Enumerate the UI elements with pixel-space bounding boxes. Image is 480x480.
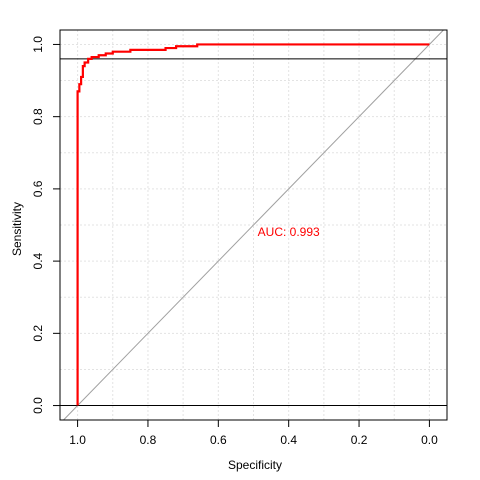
chance-diagonal-line — [63, 29, 444, 421]
y-tick-label: 1.0 — [31, 36, 45, 53]
x-tick-label: 1.0 — [69, 433, 86, 447]
reference-lines — [60, 58, 447, 407]
x-axis: 1.0 0.8 0.6 0.4 0.2 0.0 — [69, 419, 438, 447]
x-tick-label: 0.2 — [351, 433, 368, 447]
x-axis-title: Specificity — [228, 458, 282, 472]
y-axis: 0.0 0.2 0.4 0.6 0.8 1.0 — [31, 36, 61, 414]
x-tick-label: 0.6 — [210, 433, 227, 447]
y-tick-label: 0.6 — [31, 180, 45, 197]
y-tick-label: 0.0 — [31, 397, 45, 414]
x-tick-label: 0.0 — [421, 433, 438, 447]
y-tick-label: 0.2 — [31, 325, 45, 342]
auc-annotation: AUC: 0.993 — [258, 225, 320, 239]
y-axis-title: Sensitivity — [10, 202, 24, 256]
y-tick-label: 0.8 — [31, 108, 45, 125]
roc-curve — [76, 43, 430, 406]
x-tick-label: 0.8 — [140, 433, 157, 447]
x-tick-label: 0.4 — [280, 433, 297, 447]
y-tick-label: 0.4 — [31, 252, 45, 269]
